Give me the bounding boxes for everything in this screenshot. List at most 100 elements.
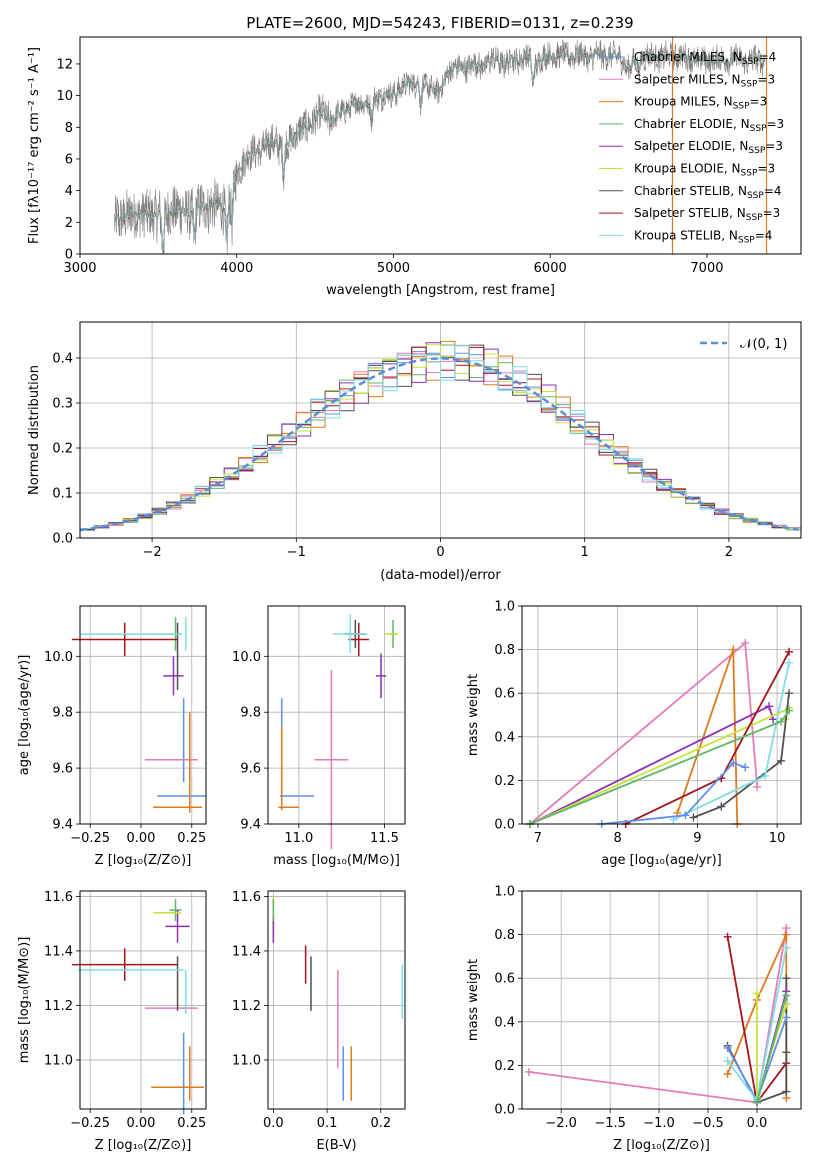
y-tick-label: 11.6 xyxy=(232,890,261,905)
y-axis-label: mass [log₁₀(M/M⊙)] xyxy=(17,937,32,1064)
x-tick-label: −2.0 xyxy=(545,1116,577,1131)
x-tick-label: 0.25 xyxy=(177,1116,206,1131)
age-vs-metallicity-panel: −0.25 0.00 0.25 9.4 9.6 9.8 10.0 Z [log₁₀(Z/Z⊙)… xyxy=(17,605,207,868)
y-tick-label: 11.2 xyxy=(44,999,73,1014)
y-tick-label: 0.4 xyxy=(494,1015,515,1030)
weight-point-marker xyxy=(765,702,774,711)
y-axis-label: Flux [fλ10⁻¹⁷ erg cm⁻² s⁻¹ A⁻¹] xyxy=(27,47,42,244)
residual-histogram-series xyxy=(80,344,801,529)
legend-label: Salpeter STELIB, NSSP=3 xyxy=(634,206,780,223)
x-tick-label: −0.5 xyxy=(692,1116,724,1131)
x-axis-label: Z [log₁₀(Z/Z⊙)] xyxy=(95,853,192,868)
weight-series-line xyxy=(693,693,790,819)
legend-label: Kroupa STELIB, NSSP=4 xyxy=(634,228,772,245)
y-tick-label: 11.2 xyxy=(232,999,261,1014)
x-tick-label: 10 xyxy=(769,831,786,846)
x-tick-label: 2 xyxy=(725,545,733,560)
x-tick-label: −0.25 xyxy=(70,1116,110,1131)
weight-series-line xyxy=(601,761,746,825)
y-tick-label: 0.6 xyxy=(494,972,515,987)
x-tick-label: −2 xyxy=(143,545,162,560)
spectrum-lines xyxy=(114,37,768,254)
y-tick-label: 9.8 xyxy=(52,706,73,721)
x-tick-label: 4000 xyxy=(220,261,253,276)
weight-series-line xyxy=(756,995,788,1103)
x-tick-label: 11.5 xyxy=(370,831,399,846)
weight-point-marker xyxy=(782,991,791,1000)
legend-label: 𝒩(0, 1) xyxy=(740,337,787,352)
weight-point-marker xyxy=(785,706,794,715)
y-tick-label: 0.4 xyxy=(52,352,73,367)
weight-point-marker xyxy=(785,689,794,698)
weight-point-marker xyxy=(782,1048,791,1057)
legend-label: Salpeter ELODIE, NSSP=3 xyxy=(634,139,783,156)
y-tick-label: 0.0 xyxy=(52,532,73,547)
y-tick-label: 11.4 xyxy=(232,944,261,959)
y-axis-label: mass weight xyxy=(466,959,481,1041)
x-tick-label: 11.0 xyxy=(284,831,313,846)
normal-distribution-curve xyxy=(79,357,799,532)
y-tick-label: 0.2 xyxy=(494,774,515,789)
weight-point-marker xyxy=(785,647,794,656)
axes-frame xyxy=(79,321,802,539)
weight-point-marker xyxy=(752,989,761,998)
weight-point-marker xyxy=(717,802,726,811)
x-axis-label: Z [log₁₀(Z/Z⊙)] xyxy=(613,1138,710,1153)
y-tick-label: 1.0 xyxy=(494,885,515,900)
legend-label: Kroupa MILES, NSSP=3 xyxy=(634,95,767,112)
weight-point-marker xyxy=(782,974,791,983)
y-tick-label: 4 xyxy=(65,184,73,199)
figure-title: PLATE=2600, MJD=54243, FIBERID=0131, z=0… xyxy=(246,14,633,32)
weight-point-marker xyxy=(524,1067,533,1076)
model-spectrum-line xyxy=(114,48,765,251)
y-tick-label: 6 xyxy=(65,152,73,167)
y-tick-label: 1.0 xyxy=(494,600,515,615)
x-tick-label: 0.00 xyxy=(126,1116,155,1131)
y-tick-label: 9.8 xyxy=(240,706,261,721)
x-tick-label: 5000 xyxy=(377,261,410,276)
y-tick-label: 11.4 xyxy=(44,944,73,959)
y-tick-label: 0.3 xyxy=(52,397,73,412)
y-axis-label: Normed distribution xyxy=(27,365,42,495)
x-tick-label: 0.25 xyxy=(177,831,206,846)
legend-label: Chabrier ELODIE, NSSP=3 xyxy=(634,117,784,134)
weight-point-marker xyxy=(689,813,698,822)
axes-frame xyxy=(79,605,207,825)
residuals-panel: −2 −1 0 1 2 0.0 0.1 0.2 0.3 0.4 (data-model)/error… xyxy=(27,321,802,583)
legend-label: Chabrier MILES, NSSP=4 xyxy=(634,50,776,67)
observed-spectrum-line xyxy=(114,39,766,254)
weight-point-marker xyxy=(752,1098,761,1107)
x-axis-label: age [log₁₀(age/yr)] xyxy=(601,853,722,868)
spectrum-panel: 3000 4000 5000 6000 7000 0 2 4 6 8 10 12 wavelength … xyxy=(27,36,802,298)
y-tick-label: 0.8 xyxy=(494,643,515,658)
x-tick-label: 0.00 xyxy=(126,831,155,846)
y-tick-label: 9.6 xyxy=(240,762,261,777)
y-axis-label: age [log₁₀(age/yr)] xyxy=(17,655,32,776)
weight-point-marker xyxy=(723,1043,732,1052)
axes-frame xyxy=(521,890,802,1110)
y-axis-label: mass weight xyxy=(466,674,481,756)
weight-point-marker xyxy=(729,758,738,767)
y-tick-label: 2 xyxy=(65,216,73,231)
residual-histogram-series xyxy=(80,344,801,531)
x-tick-label: 8 xyxy=(614,831,622,846)
y-tick-label: 0.0 xyxy=(494,818,515,833)
x-tick-label: 0 xyxy=(436,545,444,560)
weight-vs-age-panel: 7 8 9 10 0.0 0.2 0.4 0.6 0.8 1.0 age [log₁₀(age/yr… xyxy=(466,600,802,868)
weight-point-marker xyxy=(729,645,738,654)
weight-point-marker xyxy=(761,772,770,781)
x-tick-label: −1 xyxy=(287,545,306,560)
y-tick-label: 0.2 xyxy=(52,442,73,457)
x-tick-label: 1 xyxy=(581,545,589,560)
axes-frame xyxy=(521,605,802,825)
weight-point-marker xyxy=(782,930,791,939)
x-tick-label: 0.1 xyxy=(317,1116,338,1131)
x-tick-label: 7 xyxy=(534,831,542,846)
weight-point-marker xyxy=(769,715,778,724)
weight-point-marker xyxy=(723,1057,732,1066)
y-tick-label: 0.2 xyxy=(494,1059,515,1074)
legend: Chabrier MILES, NSSP=4 Salpeter MILES, NS… xyxy=(599,50,784,245)
x-tick-label: 0.0 xyxy=(263,1116,284,1131)
y-tick-label: 0.0 xyxy=(494,1103,515,1118)
y-tick-label: 8 xyxy=(65,121,73,136)
